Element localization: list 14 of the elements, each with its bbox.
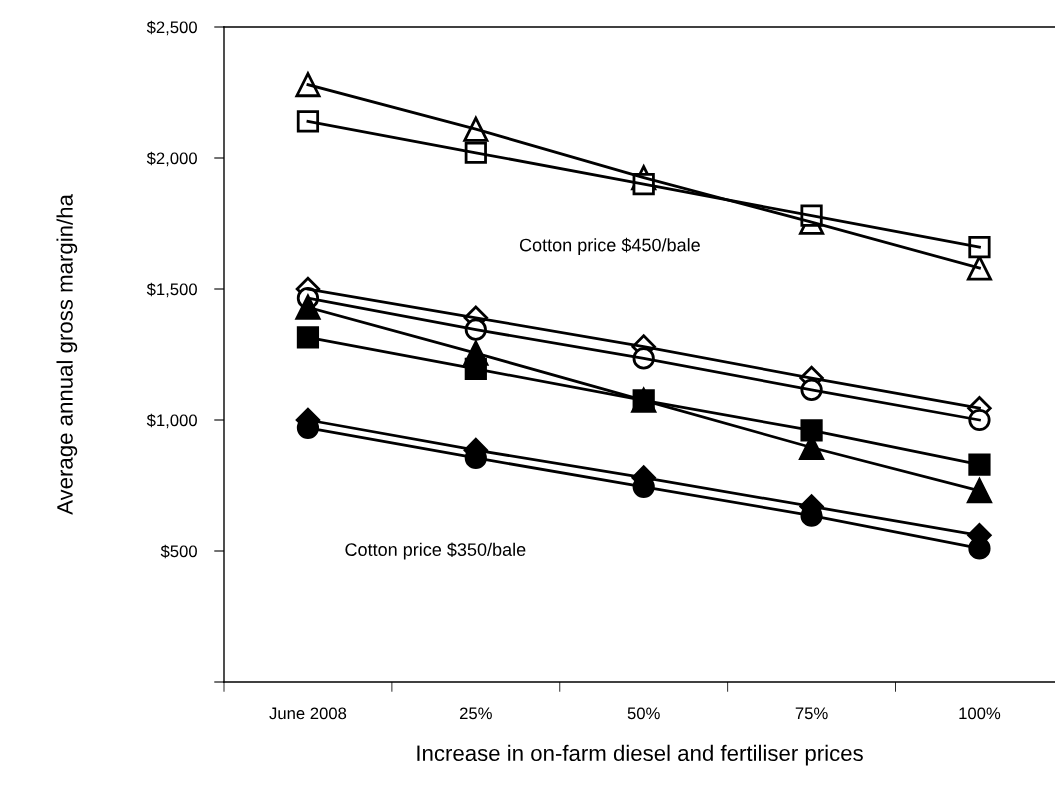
- annotation: Cotton price $450/bale: [519, 237, 700, 255]
- y-axis-title: Average annual gross margin/ha: [56, 194, 78, 515]
- x-axis-title: Increase in on-farm diesel and fertiliser prices: [417, 744, 863, 766]
- x-tick-label: June 2008: [269, 707, 347, 720]
- y-tick-label: $1,000: [146, 413, 197, 429]
- x-tick-label: 100%: [959, 707, 1001, 720]
- x-tick-label: 25%: [459, 707, 492, 720]
- y-tick-label: $500: [160, 544, 197, 559]
- annotation: Cotton price $350/bale: [345, 542, 526, 560]
- y-tick-label: $2,000: [146, 151, 197, 167]
- x-tick-label: 50%: [627, 707, 660, 720]
- x-tick-label: 75%: [795, 707, 828, 720]
- y-tick-label: $1,500: [146, 282, 197, 298]
- y-tick-label: $2,500: [146, 20, 197, 36]
